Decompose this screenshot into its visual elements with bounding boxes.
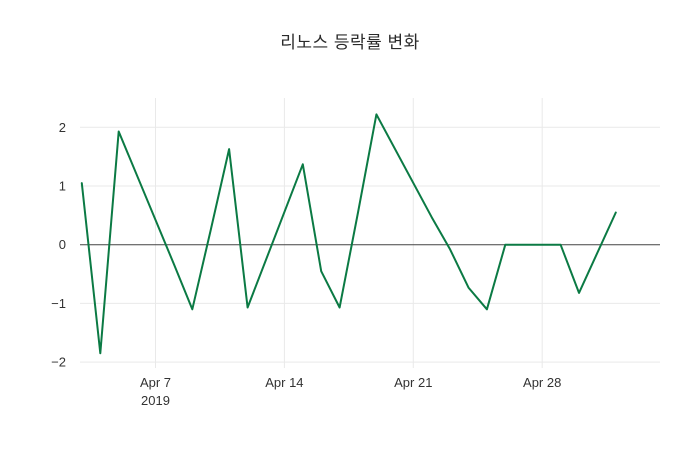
x-tick-label: Apr 7 <box>140 375 171 390</box>
x-tick-label: Apr 21 <box>394 375 432 390</box>
tick-labels: Apr 7 2019 Apr 14 Apr 21 Apr 28 −2 −1 0 1 2 <box>51 120 561 408</box>
chart-title: 리노스 등락률 변화 <box>280 33 420 52</box>
series-line <box>80 113 617 355</box>
x-tick-label: Apr 28 <box>523 375 561 390</box>
gridlines <box>80 98 660 368</box>
x-tick-year-label: 2019 <box>141 393 170 408</box>
y-tick-label: −2 <box>51 355 66 370</box>
y-tick-label: 1 <box>59 179 66 194</box>
x-tick-label: Apr 14 <box>265 375 303 390</box>
y-tick-label: −1 <box>51 296 66 311</box>
y-tick-label: 0 <box>59 237 66 252</box>
y-tick-label: 2 <box>59 120 66 135</box>
